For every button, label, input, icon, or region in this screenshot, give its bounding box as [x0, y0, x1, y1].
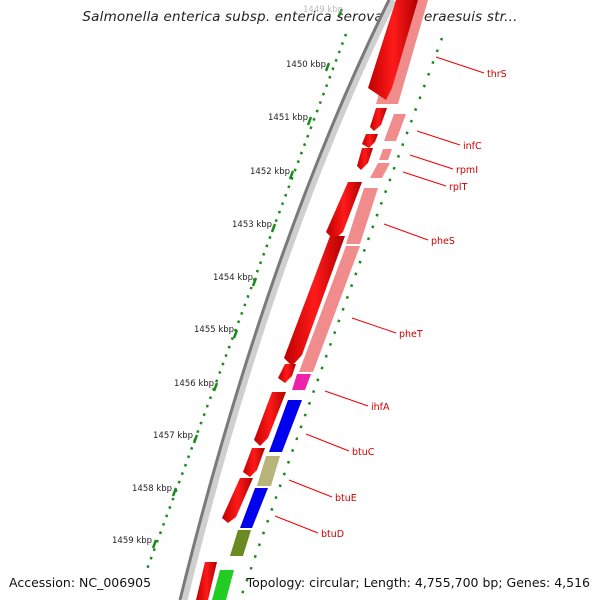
cog-pheS — [346, 188, 378, 244]
gene-label-btuE[interactable]: btuE — [335, 493, 357, 504]
kbp-label-1452: 1452 kbp — [250, 167, 290, 177]
cds-next — [196, 562, 217, 600]
kbp-label-1457: 1457 kbp — [153, 431, 193, 441]
cog-infC — [384, 114, 406, 141]
kbp-label-1456: 1456 kbp — [174, 379, 214, 389]
cog-next-2 — [212, 570, 234, 600]
gene-label-infC[interactable]: infC — [463, 141, 482, 152]
cds-pheT — [284, 236, 345, 366]
cog-ihfA — [292, 374, 311, 390]
cog-rplT — [370, 163, 390, 178]
gene-label-pheT[interactable]: pheT — [399, 329, 423, 340]
cds-rplT — [357, 148, 373, 170]
cds-rpmI — [362, 134, 378, 148]
genome-summary-text: Topology: circular; Length: 4,755,700 bp… — [246, 575, 590, 590]
cog-btuC — [269, 400, 302, 452]
kbp-label-1449: 1449 kbp — [303, 5, 343, 15]
cds-thrS — [368, 0, 418, 100]
kbp-label-1453: 1453 kbp — [232, 220, 272, 230]
gene-label-btuD[interactable]: btuD — [321, 529, 344, 540]
kbp-label-1454: 1454 kbp — [213, 273, 253, 283]
kbp-label-1450: 1450 kbp — [286, 60, 326, 70]
cds-track — [196, 0, 418, 600]
cog-rpmI — [379, 149, 392, 160]
gc-ruler — [144, 33, 348, 573]
label-leaders — [274, 56, 485, 534]
cds-btuC — [254, 392, 286, 446]
cog-next-1 — [230, 530, 251, 556]
backbone-line — [178, 0, 391, 600]
kbp-label-1455: 1455 kbp — [194, 325, 234, 335]
cog-btuE — [257, 456, 280, 486]
gene-label-rpmI[interactable]: rpmI — [456, 165, 478, 176]
kbp-label-1458: 1458 kbp — [132, 484, 172, 494]
backbone-shadow — [180, 0, 397, 600]
gene-label-btuC[interactable]: btuC — [352, 447, 375, 458]
cog-btuD — [240, 488, 268, 528]
gene-label-thrS[interactable]: thrS — [487, 69, 507, 80]
kbp-label-1459: 1459 kbp — [112, 536, 152, 546]
gene-label-pheS[interactable]: pheS — [431, 236, 455, 247]
gene-label-ihfA[interactable]: ihfA — [371, 402, 390, 413]
kbp-ticks — [151, 8, 344, 549]
outer-ruler — [238, 37, 444, 600]
cds-btuE — [243, 448, 265, 477]
kbp-label-1451: 1451 kbp — [268, 113, 308, 123]
cds-btuD — [222, 478, 253, 523]
cds-infC — [370, 108, 387, 131]
cds-pheS — [326, 182, 362, 240]
cog-pheT — [299, 246, 360, 372]
cds-ihfA — [278, 364, 296, 383]
accession-text: Accession: NC_006905 — [9, 575, 152, 590]
gene-label-rplT[interactable]: rplT — [449, 182, 468, 193]
